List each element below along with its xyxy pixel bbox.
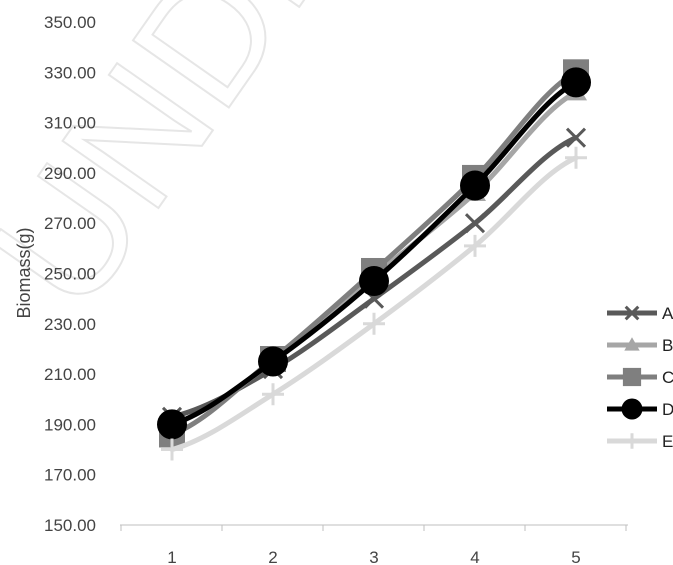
legend-marker — [624, 433, 640, 449]
data-point-E — [464, 234, 486, 257]
axes: 150.00 170.00 190.00 210.00 230.00 250.00 270.… — [44, 13, 628, 565]
y-tick-label: 230.00 — [44, 315, 96, 334]
legend-entry-D: D — [607, 398, 673, 420]
legend-marker — [621, 398, 643, 420]
legend-label: B — [662, 336, 673, 355]
data-point-E — [161, 438, 183, 461]
data-point-E — [363, 312, 385, 335]
y-tick-label: 270.00 — [44, 214, 96, 233]
series-E — [161, 146, 587, 461]
y-tick-label: 190.00 — [44, 415, 96, 434]
data-point-A — [565, 127, 587, 148]
x-tick-label: 5 — [571, 548, 580, 565]
y-tick-label: 290.00 — [44, 164, 96, 183]
y-tick-label: 170.00 — [44, 466, 96, 485]
data-point-E — [565, 146, 587, 169]
legend-entry-E: E — [607, 432, 673, 451]
data-point-D — [258, 346, 288, 377]
legend-label: E — [662, 432, 673, 451]
legend-label: A — [662, 304, 673, 323]
data-point-D — [359, 266, 389, 297]
y-tick-label: 330.00 — [44, 63, 96, 82]
legend-label: C — [662, 368, 673, 387]
data-point-D — [460, 170, 490, 201]
series-line-E — [169, 155, 579, 453]
legend-entry-B: B — [607, 336, 673, 355]
legend-label: D — [662, 400, 673, 419]
y-axis-title: Biomass(g) — [14, 227, 34, 318]
y-tick-label: 250.00 — [44, 265, 96, 284]
y-tick-label: 350.00 — [44, 13, 96, 32]
series-lines — [157, 59, 591, 461]
data-point-D — [157, 409, 187, 440]
y-tick-label: 310.00 — [44, 114, 96, 133]
data-point-E — [262, 383, 284, 406]
x-tick-label: 2 — [268, 548, 277, 565]
legend-marker — [622, 367, 642, 387]
y-tick-label: 150.00 — [44, 516, 96, 535]
legend-marker — [624, 337, 640, 351]
data-point-D — [561, 67, 591, 98]
x-tick-label: 3 — [369, 548, 378, 565]
x-tick-label: 1 — [167, 548, 176, 565]
data-point-A — [464, 213, 486, 234]
x-tick-label: 4 — [470, 548, 479, 565]
y-tick-label: 210.00 — [44, 365, 96, 384]
legend-marker — [624, 305, 640, 321]
legend-entry-C: C — [607, 367, 673, 387]
series-D — [157, 67, 591, 440]
legend-entry-A: A — [607, 304, 673, 323]
